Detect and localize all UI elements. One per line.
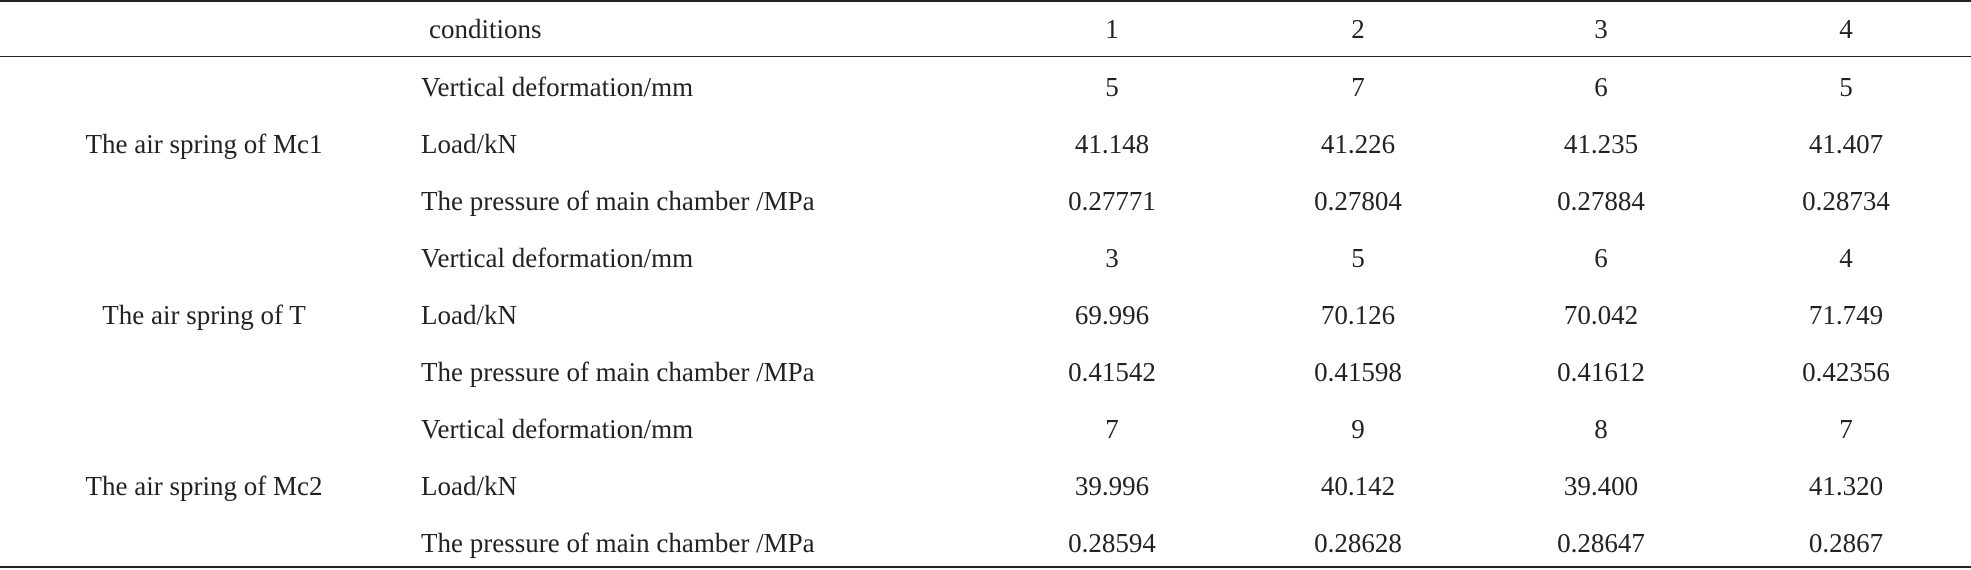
- value-cell: 9: [1351, 414, 1365, 444]
- header-cell: 1: [1105, 14, 1119, 44]
- value-cell: 39.400: [1563, 471, 1639, 501]
- parameter: Load/kN: [421, 129, 517, 159]
- value-cell: 0.27771: [1068, 186, 1156, 216]
- value-cell: 7: [1351, 72, 1365, 102]
- parameter: The pressure of main chamber /MPa: [421, 528, 815, 558]
- value-cell: 41.407: [1808, 129, 1884, 159]
- value-cell: 0.28734: [1802, 186, 1890, 216]
- header-cell: 2: [1351, 14, 1365, 44]
- value-cell: 5: [1351, 243, 1365, 273]
- value-cell: 6: [1594, 72, 1608, 102]
- value-cell: 5: [1839, 72, 1853, 102]
- parameter: Vertical deformation/mm: [421, 72, 694, 102]
- value-cell: 0.41598: [1314, 357, 1402, 387]
- value-cell: 0.41612: [1557, 357, 1645, 387]
- value-cell: 0.42356: [1802, 357, 1890, 387]
- value-cell: 0.28647: [1557, 528, 1645, 558]
- value-cell: 7: [1105, 414, 1119, 444]
- bottom-rule: [0, 566, 1971, 568]
- value-cell: 0.28594: [1068, 528, 1156, 558]
- top-rule: [0, 0, 1971, 2]
- value-cell: 0.2867: [1808, 528, 1884, 558]
- value-cell: 8: [1594, 414, 1608, 444]
- value-cell: 0.27884: [1557, 186, 1645, 216]
- value-cell: 40.142: [1320, 471, 1396, 501]
- value-cell: 39.996: [1074, 471, 1150, 501]
- value-cell: 5: [1105, 72, 1119, 102]
- value-cell: 6: [1594, 243, 1608, 273]
- value-cell: 70.126: [1320, 300, 1396, 330]
- parameter: Vertical deformation/mm: [421, 243, 694, 273]
- parameter: The pressure of main chamber /MPa: [421, 357, 815, 387]
- header-cell: 3: [1594, 14, 1608, 44]
- value-cell: 70.042: [1563, 300, 1639, 330]
- value-cell: 0.27804: [1314, 186, 1402, 216]
- value-cell: 0.41542: [1068, 357, 1156, 387]
- value-cell: 41.148: [1074, 129, 1150, 159]
- header-cell: conditions: [429, 14, 542, 44]
- parameter: Load/kN: [421, 471, 517, 501]
- value-cell: 0.28628: [1314, 528, 1402, 558]
- group-label: The air spring of T: [102, 300, 306, 330]
- value-cell: 41.226: [1320, 129, 1396, 159]
- value-cell: 3: [1105, 243, 1119, 273]
- value-cell: 69.996: [1074, 300, 1150, 330]
- value-cell: 41.235: [1563, 129, 1639, 159]
- parameter: Vertical deformation/mm: [421, 414, 694, 444]
- value-cell: 71.749: [1808, 300, 1884, 330]
- group-label: The air spring of Mc1: [85, 129, 323, 159]
- parameter: Load/kN: [421, 300, 517, 330]
- value-cell: 7: [1839, 414, 1853, 444]
- header-rule: [0, 56, 1971, 57]
- value-cell: 4: [1839, 243, 1853, 273]
- parameter: The pressure of main chamber /MPa: [421, 186, 815, 216]
- group-label: The air spring of Mc2: [85, 471, 323, 501]
- value-cell: 41.320: [1808, 471, 1884, 501]
- header-cell: 4: [1839, 14, 1853, 44]
